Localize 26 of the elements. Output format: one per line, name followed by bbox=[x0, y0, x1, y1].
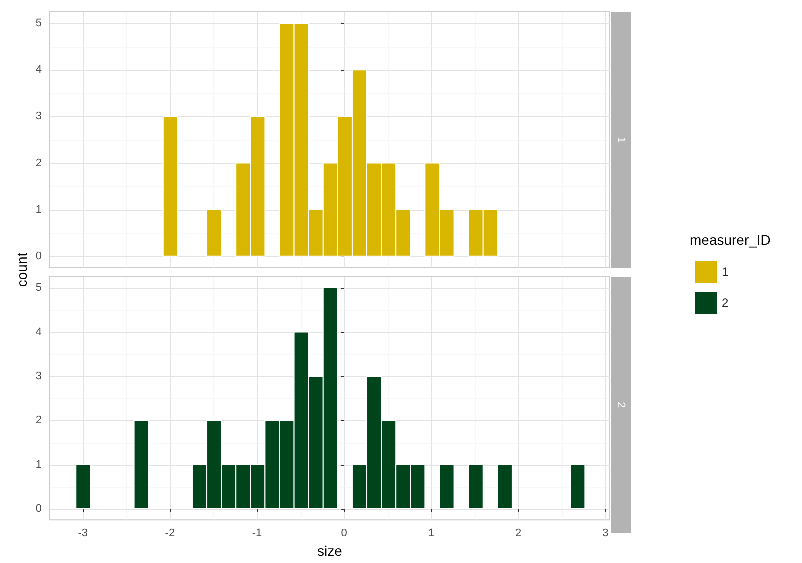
x-tick-label: 1 bbox=[428, 528, 435, 540]
y-tick-label: 2 bbox=[36, 414, 42, 427]
text: 2 bbox=[615, 402, 627, 408]
x-tick-label: -3 bbox=[78, 528, 88, 540]
y-tick-label: 2 bbox=[36, 157, 42, 170]
legend-title: measurer_ID bbox=[690, 232, 771, 248]
x-tick-label: 0 bbox=[341, 528, 348, 540]
x-tick-label: -1 bbox=[252, 528, 262, 540]
y-tick-label: 3 bbox=[36, 370, 42, 382]
x-tick-label: 2 bbox=[515, 528, 522, 540]
y-tick-label: 0 bbox=[36, 250, 42, 262]
y-tick-label: 5 bbox=[36, 18, 42, 30]
x-axis-title: size bbox=[318, 543, 343, 559]
y-axis-title: count bbox=[14, 252, 30, 288]
y-tick-label: 3 bbox=[36, 110, 42, 123]
legend-label: 1 bbox=[722, 265, 729, 279]
y-tick-label: 5 bbox=[36, 282, 42, 294]
y-tick-label: 1 bbox=[36, 204, 42, 216]
x-tick-label: -2 bbox=[165, 528, 176, 540]
x-tick-label: 3 bbox=[602, 528, 609, 540]
legend-label: 2 bbox=[722, 296, 729, 310]
y-tick-label: 1 bbox=[36, 458, 42, 471]
y-tick-label: 0 bbox=[36, 503, 42, 516]
y-tick-label: 4 bbox=[36, 64, 42, 76]
y-tick-label: 4 bbox=[36, 326, 42, 338]
text: 1 bbox=[615, 136, 627, 144]
